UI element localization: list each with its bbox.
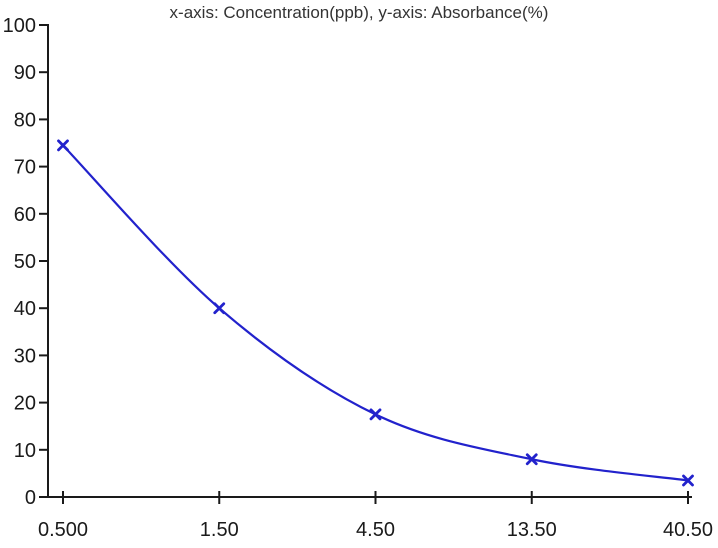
- data-point-marker: [213, 302, 226, 315]
- y-tick-label: 10: [14, 440, 36, 462]
- y-tick-label: 100: [3, 15, 36, 37]
- data-point-marker: [369, 408, 382, 421]
- y-tick-label: 60: [14, 204, 36, 226]
- x-tick-label: 1.50: [200, 519, 239, 541]
- y-tick-label: 50: [14, 251, 36, 273]
- chart-title: x-axis: Concentration(ppb), y-axis: Abso…: [169, 3, 549, 22]
- x-tick-label: 0.500: [38, 519, 88, 541]
- y-tick-label: 90: [14, 62, 36, 84]
- y-tick-label: 80: [14, 109, 36, 131]
- data-point-marker: [57, 139, 69, 152]
- y-tick-label: 20: [14, 393, 36, 415]
- x-tick-label: 13.50: [507, 519, 557, 541]
- data-point-marker: [525, 453, 538, 466]
- y-tick-label: 40: [14, 298, 36, 320]
- x-tick-label: 40.50: [663, 519, 713, 541]
- series-line: [62, 144, 689, 482]
- x-tick-label: 4.50: [356, 519, 395, 541]
- y-tick-label: 30: [14, 345, 36, 367]
- data-point-marker: [682, 474, 694, 487]
- y-tick-label: 0: [25, 487, 36, 509]
- y-tick-label: 70: [14, 157, 36, 179]
